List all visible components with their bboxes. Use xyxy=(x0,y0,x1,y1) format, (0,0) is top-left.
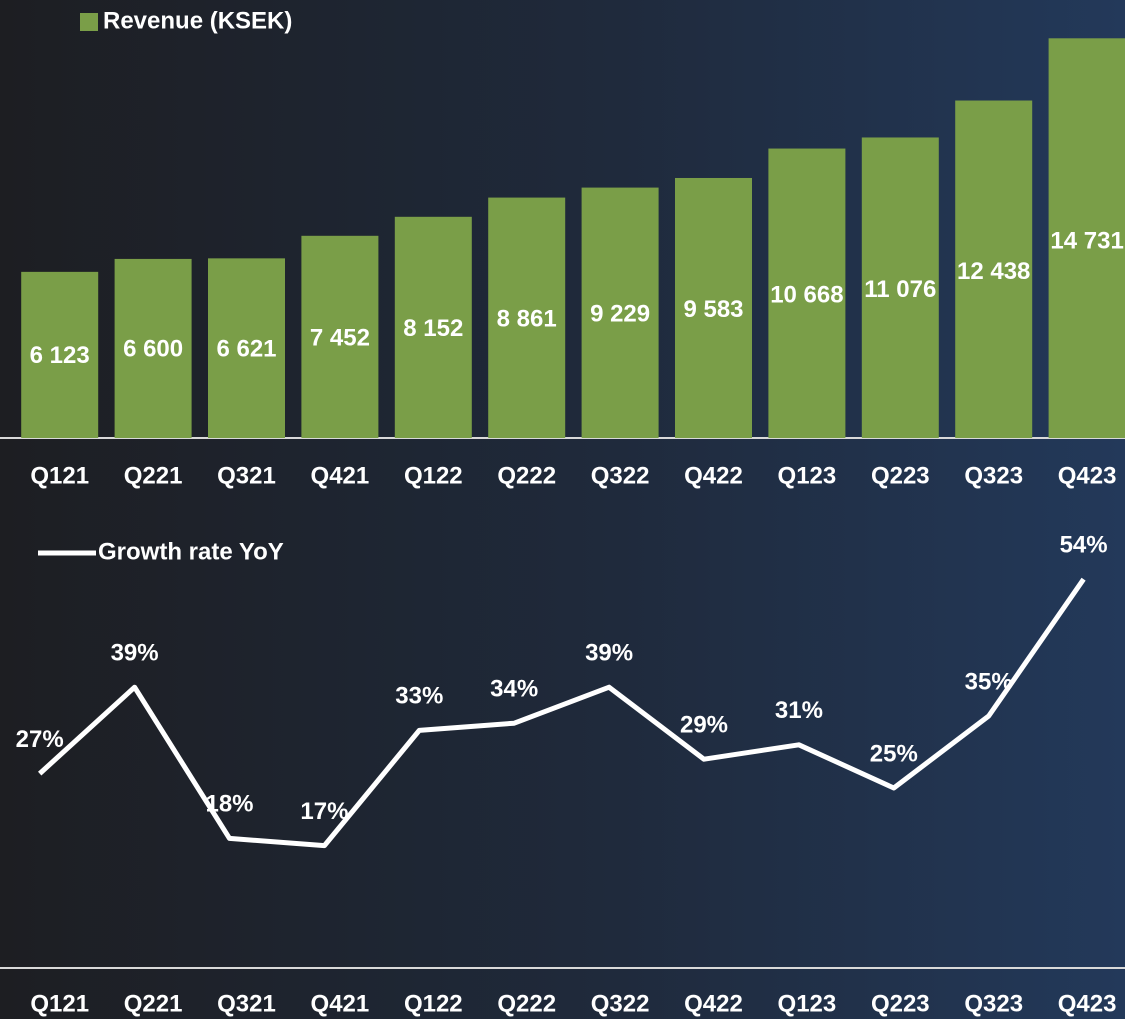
x-tick-label: Q223 xyxy=(871,462,930,489)
line xyxy=(38,577,1086,849)
value-label: 8 152 xyxy=(403,315,463,342)
bar xyxy=(675,177,752,438)
x-tick-label: Q222 xyxy=(497,462,556,489)
x-tick-label: Q221 xyxy=(124,462,183,489)
value-label: 39% xyxy=(111,640,159,667)
value-label: 6 621 xyxy=(216,335,276,362)
bar xyxy=(955,100,1033,439)
value-label: 12 438 xyxy=(957,258,1030,285)
x-tick-label: Q222 xyxy=(497,990,556,1017)
x-tick-label: Q121 xyxy=(30,990,89,1017)
x-tick-label: Q223 xyxy=(871,990,930,1017)
x-tick-label: Q421 xyxy=(311,462,370,489)
bar xyxy=(768,148,846,438)
x-tick-label: Q422 xyxy=(684,462,743,489)
value-label: 34% xyxy=(490,676,538,703)
x-tick-label: Q123 xyxy=(778,990,837,1017)
value-label: 18% xyxy=(205,791,253,818)
x-tick-label: Q321 xyxy=(217,990,276,1017)
x-tick-label: Q121 xyxy=(30,462,89,489)
x-tick-label: Q122 xyxy=(404,990,463,1017)
value-label: 33% xyxy=(395,683,443,710)
value-label: 27% xyxy=(16,726,64,753)
x-tick-label: Q323 xyxy=(964,462,1023,489)
legend-swatch xyxy=(80,13,98,31)
value-label: 39% xyxy=(585,640,633,667)
x-tick-label: Q421 xyxy=(311,990,370,1017)
value-label: 29% xyxy=(680,712,728,739)
legend-label: Revenue (KSEK) xyxy=(103,7,292,34)
value-label: 25% xyxy=(870,740,918,767)
x-tick-label: Q322 xyxy=(591,990,650,1017)
value-label: 6 600 xyxy=(123,336,183,363)
value-label: 31% xyxy=(775,697,823,724)
value-label: 11 076 xyxy=(864,276,936,303)
value-label: 35% xyxy=(965,668,1013,695)
x-tick-label: Q122 xyxy=(404,462,463,489)
bar xyxy=(208,258,285,438)
x-tick-label: Q322 xyxy=(591,462,650,489)
value-label: 17% xyxy=(300,798,348,825)
x-tick-label: Q423 xyxy=(1058,462,1117,489)
value-label: 6 123 xyxy=(30,342,90,369)
bar xyxy=(581,187,659,438)
value-label: 7 452 xyxy=(310,324,370,351)
bar xyxy=(488,197,566,438)
value-label: 54% xyxy=(1060,532,1108,559)
x-tick-label: Q123 xyxy=(778,462,837,489)
bar xyxy=(114,258,192,438)
bar xyxy=(394,216,472,438)
bar xyxy=(1048,38,1125,439)
value-label: 9 229 xyxy=(590,301,650,328)
x-tick-label: Q321 xyxy=(217,462,276,489)
bar xyxy=(301,235,379,438)
x-tick-label: Q422 xyxy=(684,990,743,1017)
bar xyxy=(861,137,939,439)
value-label: 8 861 xyxy=(497,306,557,333)
bar xyxy=(21,271,99,438)
x-tick-label: Q423 xyxy=(1058,990,1117,1017)
x-tick-label: Q221 xyxy=(124,990,183,1017)
x-tick-label: Q323 xyxy=(964,990,1023,1017)
value-label: 14 731 xyxy=(1050,227,1123,254)
value-label: 9 583 xyxy=(683,296,743,323)
legend-label: Growth rate YoY xyxy=(98,538,284,565)
value-label: 10 668 xyxy=(770,282,843,309)
